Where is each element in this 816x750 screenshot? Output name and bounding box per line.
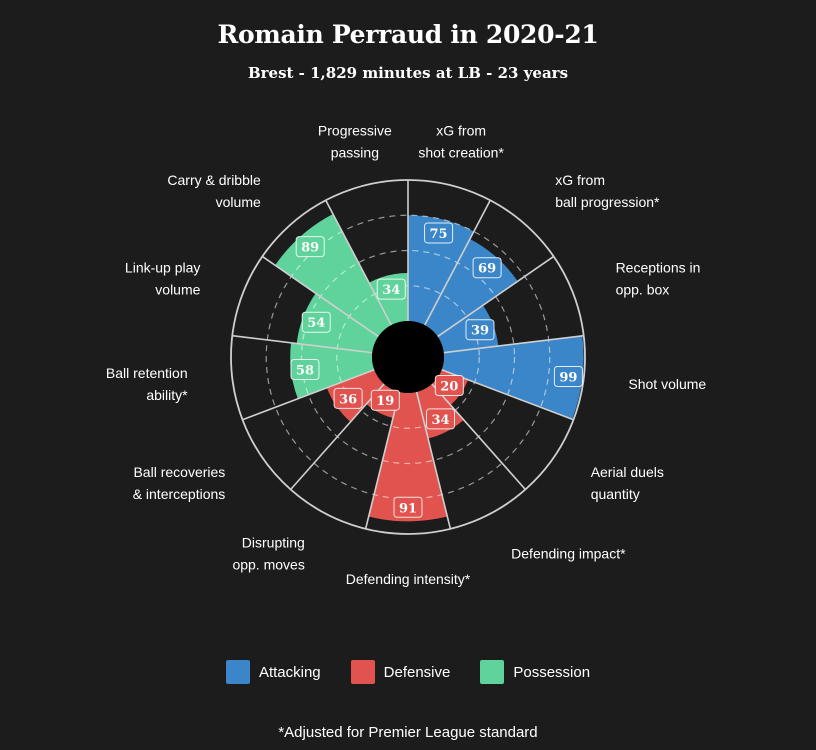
legend-swatch-attacking	[225, 660, 250, 684]
category-label-line: quantity	[591, 486, 640, 502]
category-label-4: Aerial duels quantity	[591, 464, 664, 502]
value-badge-7	[370, 389, 400, 411]
category-label-line: opp. box	[616, 281, 670, 297]
bar-6	[368, 391, 448, 522]
category-label-6: Defending intensity*	[346, 571, 471, 587]
category-label-line: Progressive	[318, 122, 392, 138]
category-label-line: Aerial duels	[591, 464, 664, 480]
category-label-line: opp. moves	[232, 557, 304, 573]
category-label-10: Link-up play volume	[125, 259, 201, 297]
spoke-7	[364, 391, 401, 530]
chart-subtitle: Brest - 1,829 minutes at LB - 23 years	[247, 64, 569, 82]
category-label-0: xG from shot creation*	[418, 122, 504, 160]
value-badge-11	[295, 236, 325, 258]
category-label-line: Link-up play	[125, 259, 201, 275]
category-label-line: xG from	[436, 122, 486, 138]
value-badge-2	[465, 319, 495, 341]
spoke-10	[232, 334, 373, 354]
value-label-6: 91	[399, 501, 417, 516]
value-badge-12	[376, 278, 406, 300]
chart-title: Romain Perraud in 2020-21	[217, 20, 599, 49]
category-label-line: Carry & dribble	[167, 172, 261, 188]
category-label-5: Defending impact*	[511, 546, 626, 562]
spoke-2	[437, 255, 555, 338]
value-badge-1	[472, 257, 502, 279]
category-label-3: Shot volume	[628, 376, 706, 392]
legend-item-attacking: Attacking	[225, 660, 321, 684]
spoke-9	[242, 369, 375, 421]
spoke-12	[325, 199, 392, 326]
value-badge-8	[333, 387, 363, 409]
category-label-line: Disrupting	[242, 535, 305, 551]
outer-ring	[230, 179, 586, 535]
value-badge-3	[553, 365, 583, 387]
category-label-12: Progressive passing	[318, 122, 392, 160]
category-label-line: Defending intensity*	[346, 571, 471, 587]
spoke-8	[290, 383, 385, 491]
legend: Attacking Defensive Possession	[0, 660, 816, 684]
category-label-1: xG from ball progression*	[555, 172, 660, 210]
value-label-9: 58	[296, 364, 314, 379]
bar-9	[290, 342, 375, 399]
category-label-line: volume	[216, 194, 261, 210]
value-badge-10	[301, 311, 331, 333]
value-badge-6	[393, 496, 423, 518]
spoke-1	[424, 199, 491, 326]
category-label-11: Carry & dribble volume	[167, 172, 261, 210]
value-label-2: 39	[471, 324, 489, 339]
legend-label-attacking: Attacking	[258, 663, 321, 681]
value-label-7: 19	[376, 394, 394, 409]
category-label-line: xG from	[555, 172, 605, 188]
spoke-5	[431, 383, 526, 491]
legend-item-possession: Possession	[480, 660, 590, 684]
value-badge-9	[290, 359, 320, 381]
category-label-line: & interceptions	[133, 486, 226, 502]
category-label-line: volume	[155, 281, 200, 297]
legend-item-defensive: Defensive	[350, 660, 451, 684]
legend-swatch-defensive	[350, 660, 375, 684]
spoke-3	[443, 334, 584, 354]
value-badge-5	[426, 408, 456, 430]
footnote: *Adjusted for Premier League standard	[278, 724, 538, 741]
category-label-line: Ball recoveries	[133, 464, 225, 480]
value-label-3: 99	[559, 370, 577, 385]
grid-ring-1	[300, 249, 516, 465]
category-label-line: Ball retention	[106, 365, 188, 381]
category-label-line: Receptions in	[616, 259, 701, 275]
value-label-11: 89	[301, 241, 319, 256]
value-label-0: 75	[430, 227, 448, 242]
legend-label-possession: Possession	[513, 663, 591, 681]
category-label-line: ball progression*	[555, 194, 660, 210]
value-label-5: 34	[431, 413, 449, 428]
value-label-8: 36	[339, 392, 357, 407]
category-label-9: Ball retention ability*	[106, 365, 188, 403]
center-hole	[372, 321, 444, 393]
category-label-7: Disrupting opp. moves	[232, 535, 304, 573]
spoke-11	[261, 255, 379, 338]
category-label-line: Shot volume	[628, 376, 706, 392]
bar-3	[441, 335, 584, 420]
category-label-2: Receptions in opp. box	[616, 259, 701, 297]
value-badge-4	[434, 375, 464, 397]
bar-0	[408, 215, 474, 326]
category-label-line: shot creation*	[418, 144, 504, 160]
bar-10	[296, 293, 379, 353]
value-label-1: 69	[478, 262, 496, 277]
category-label-line: Defending impact*	[511, 546, 626, 562]
legend-swatch-possession	[480, 660, 505, 684]
value-label-10: 54	[307, 316, 325, 331]
category-label-line: passing	[331, 144, 379, 160]
value-label-4: 20	[440, 380, 458, 395]
spoke-6	[415, 391, 452, 530]
category-label-line: ability*	[146, 387, 188, 403]
polar-chart: 75 69 39 99 20 34 91 19 36 58 54 89 34 xG from shot cr…	[106, 122, 707, 587]
category-label-8: Ball recoveries & interceptions	[133, 464, 226, 502]
value-label-12: 34	[382, 283, 400, 298]
value-badge-0	[424, 222, 454, 244]
legend-label-defensive: Defensive	[383, 663, 451, 681]
